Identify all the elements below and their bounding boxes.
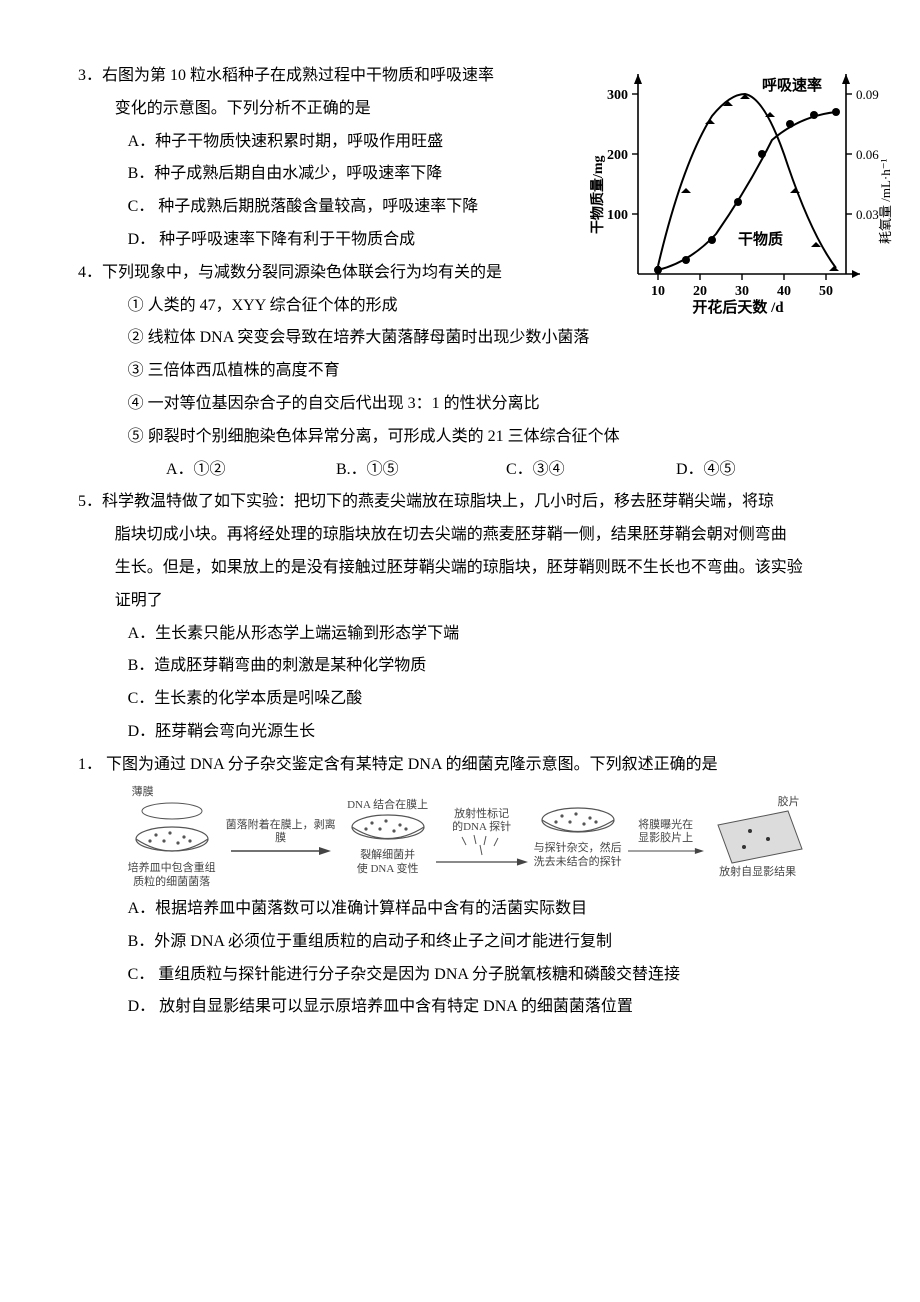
q1-opt-c[interactable]: C． 重组质粒与探针能进行分子杂交是因为 DNA 分子脱氧核糖和磷酸交替连接 bbox=[128, 959, 860, 992]
q1-diagram: 薄膜 培养皿中包含重组 质粒的细菌菌落 菌落附着在膜上，剥离膜 bbox=[128, 786, 860, 890]
q4-sub-5: ⑤ 卵裂时个别细胞染色体异常分离，可形成人类的 21 三体综合征个体 bbox=[128, 421, 860, 454]
label-membrane: 薄膜 bbox=[132, 786, 154, 799]
diagram-step2: 与探针杂交，然后 洗去未结合的探针 bbox=[534, 805, 622, 869]
question-3: 100 200 300 0.03 0.06 0.09 10 20 30 40 5… bbox=[78, 60, 860, 257]
film-label: 胶片 bbox=[778, 796, 800, 809]
arrow3-label-2: 显影胶片上 bbox=[638, 832, 693, 846]
label-dry: 干物质 bbox=[738, 230, 783, 248]
arrow1-label: 菌落附着在膜上，剥离膜 bbox=[222, 819, 340, 847]
step3-label: 放射自显影结果 bbox=[719, 866, 796, 879]
q4-sub-2: ② 线粒体 DNA 突变会导致在培养大菌落酵母菌时出现少数小菌落 bbox=[128, 322, 860, 355]
step1-above: DNA 结合在膜上 bbox=[347, 799, 428, 812]
yl-tick-200: 200 bbox=[607, 148, 628, 163]
question-4: 4．下列现象中，与减数分裂同源染色体联会行为均有关的是 ① 人类的 47，XYY… bbox=[78, 257, 860, 487]
arrow-icon bbox=[222, 846, 340, 856]
yr-tick-003: 0.03 bbox=[856, 207, 879, 222]
film-icon bbox=[710, 809, 806, 865]
label-breath: 呼吸速率 bbox=[762, 76, 822, 94]
probe-sprinkle-icon bbox=[452, 835, 512, 857]
q5-opt-c[interactable]: C．生长素的化学本质是吲哚乙酸 bbox=[128, 683, 860, 716]
q4-stem: 4．下列现象中，与减数分裂同源染色体联会行为均有关的是 bbox=[78, 257, 860, 290]
q5-opt-a[interactable]: A．生长素只能从形态学上端运输到形态学下端 bbox=[128, 618, 860, 651]
yr-tick-009: 0.09 bbox=[856, 87, 879, 102]
diagram-arrow-2: 放射性标记 的DNA 探针 bbox=[436, 808, 528, 868]
step2-label-1: 与探针杂交，然后 bbox=[534, 842, 622, 855]
q4-opt-c[interactable]: C．③④ bbox=[506, 454, 676, 487]
diagram-step3: 胶片 放射自显影结果 bbox=[710, 796, 806, 879]
step1-label-b: 使 DNA 变性 bbox=[357, 863, 419, 876]
q5-stem: 5．科学教温特做了如下实验：把切下的燕麦尖端放在琼脂块上，几小时后，移去胚芽鞘尖… bbox=[78, 486, 860, 519]
arrow3-label-1: 将膜曝光在 bbox=[638, 819, 693, 833]
arrow2-label-2: 的DNA 探针 bbox=[452, 821, 511, 835]
step0-label-2: 质粒的细菌菌落 bbox=[133, 876, 210, 889]
q1-opt-b[interactable]: B．外源 DNA 必须位于重组质粒的启动子和终止子之间才能进行复制 bbox=[128, 926, 860, 959]
q5-cont-2: 生长。但是，如果放上的是没有接触过胚芽鞘尖端的琼脂块，胚芽鞘则既不生长也不弯曲。… bbox=[115, 552, 860, 585]
q1-opt-a[interactable]: A．根据培养皿中菌落数可以准确计算样品中含有的活菌实际数目 bbox=[128, 893, 860, 926]
q4-sub-4: ④ 一对等位基因杂合子的自交后代出现 3：1 的性状分离比 bbox=[128, 388, 860, 421]
step2-label-2: 洗去未结合的探针 bbox=[534, 856, 622, 869]
q4-opt-d[interactable]: D．④⑤ bbox=[676, 454, 826, 487]
petri-dish-icon bbox=[536, 805, 620, 841]
q5-cont-1: 脂块切成小块。再将经处理的琼脂块放在切去尖端的燕麦胚芽鞘一侧，结果胚芽鞘会朝对侧… bbox=[115, 519, 860, 552]
petri-dish-icon bbox=[130, 823, 214, 861]
arrow2-label-1: 放射性标记 bbox=[454, 808, 509, 822]
q1-opt-d[interactable]: D． 放射自显影结果可以显示原培养皿中含有特定 DNA 的细菌菌落位置 bbox=[128, 991, 860, 1024]
question-5: 5．科学教温特做了如下实验：把切下的燕麦尖端放在琼脂块上，几小时后，移去胚芽鞘尖… bbox=[78, 486, 860, 748]
q5-opt-b[interactable]: B．造成胚芽鞘弯曲的刺激是某种化学物质 bbox=[128, 650, 860, 683]
yr-tick-006: 0.06 bbox=[856, 147, 879, 162]
diagram-arrow-3: 将膜曝光在 显影胶片上 bbox=[628, 819, 704, 857]
q4-sub-1: ① 人类的 47，XYY 综合征个体的形成 bbox=[128, 290, 860, 323]
diagram-step1: DNA 结合在膜上 裂解细菌并 使 DNA 变性 bbox=[346, 799, 430, 877]
yl-tick-100: 100 bbox=[607, 208, 628, 223]
q4-opt-a[interactable]: A．①② bbox=[166, 454, 336, 487]
q4-opt-b[interactable]: B.．①⑤ bbox=[336, 454, 506, 487]
q1-stem: 1． 下图为通过 DNA 分子杂交鉴定含有某特定 DNA 的细菌克隆示意图。下列… bbox=[78, 749, 860, 782]
arrow-icon bbox=[436, 857, 528, 867]
yr-axis-label: 耗氧量 /mL·h⁻¹ bbox=[878, 158, 893, 244]
yl-axis-label: 干物质量/mg bbox=[590, 155, 606, 234]
yl-tick-300: 300 bbox=[607, 88, 628, 103]
q5-opt-d[interactable]: D．胚芽鞘会弯向光源生长 bbox=[128, 716, 860, 749]
step1-label-a: 裂解细菌并 bbox=[360, 849, 415, 862]
q4-sub-3: ③ 三倍体西瓜植株的高度不育 bbox=[128, 355, 860, 388]
petri-dish-icon bbox=[346, 812, 430, 848]
diagram-step0: 薄膜 培养皿中包含重组 质粒的细菌菌落 bbox=[128, 786, 216, 890]
diagram-arrow-1: 菌落附着在膜上，剥离膜 bbox=[222, 819, 340, 857]
question-1: 1． 下图为通过 DNA 分子杂交鉴定含有某特定 DNA 的细菌克隆示意图。下列… bbox=[78, 749, 860, 1025]
step0-label-1: 培养皿中包含重组 bbox=[128, 862, 216, 875]
arrow-icon bbox=[628, 846, 704, 856]
q5-cont-3: 证明了 bbox=[115, 585, 860, 618]
membrane-disc-icon bbox=[132, 799, 212, 823]
